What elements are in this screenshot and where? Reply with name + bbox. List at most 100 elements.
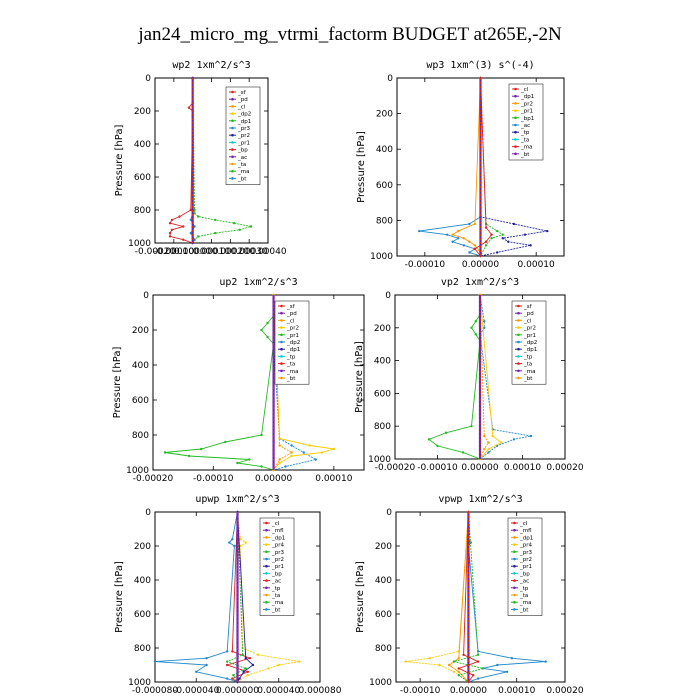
legend-entry: _ta [520, 137, 529, 143]
data-point [239, 544, 242, 548]
legend-entry: _bt [237, 176, 247, 182]
data-point [438, 663, 441, 667]
y-tick-label: 1000 [370, 252, 393, 262]
legend-marker [513, 586, 516, 590]
data-point [189, 218, 192, 222]
y-axis-label: Pressure [hPa] [114, 125, 125, 197]
chart-panel-6: vpwp 1xm^2/s^3 Pressure [hPa] 0 200 400 600 80… [355, 494, 584, 696]
legend-entry: _cl [520, 87, 529, 93]
data-point [476, 660, 480, 663]
panel-title: upwp 1xm^2/s^3 [195, 494, 279, 505]
x-tick-label: -0.000080 [132, 686, 178, 696]
legend: _cl_dp1_pr2 _pr1_bp1_ac_tp_ta _ma_bt [508, 83, 544, 161]
data-point [238, 228, 241, 231]
y-tick-label: 600 [374, 389, 391, 399]
x-tick-label: 0.000000 [216, 686, 259, 696]
legend-entry: _sf [286, 304, 296, 310]
series-line-ta [237, 511, 254, 683]
legend-marker [513, 593, 516, 597]
chart-panel-3: up2 1xm^2/s^3 Pressure [hPa] 0 200 400 600 800… [112, 277, 365, 484]
series-line-ta [480, 78, 548, 257]
data-point [487, 451, 490, 454]
data-point [170, 228, 174, 231]
data-point [404, 660, 407, 663]
data-point [251, 663, 255, 667]
legend-marker [514, 138, 517, 141]
data-point [205, 663, 208, 667]
legend-marker [513, 572, 516, 575]
legend-marker [280, 347, 283, 351]
legend-entry: _ta [237, 162, 246, 168]
y-tick-label: 200 [375, 542, 392, 552]
data-point [231, 650, 234, 653]
legend-marker [513, 528, 516, 532]
x-tick-label: -0.00020 [375, 463, 416, 473]
legend-entry: _tp [523, 354, 533, 360]
data-point [457, 237, 460, 240]
legend-entry: _pr3 [237, 126, 251, 132]
legend-marker [265, 572, 268, 575]
legend-marker [517, 333, 520, 337]
x-tick-label: 0.00010 [315, 474, 352, 484]
data-point [246, 670, 250, 673]
legend-marker [280, 319, 283, 322]
legend-marker [514, 152, 517, 156]
data-point [483, 447, 486, 451]
legend: _sf_pd_cl _pr2_pr1_dp2_dp1_tp _ta_ma_bt [274, 300, 310, 385]
legend-marker [265, 543, 268, 546]
y-tick-label: 200 [134, 542, 151, 552]
y-tick-label: 800 [132, 431, 149, 441]
y-tick-label: 400 [134, 576, 151, 586]
y-axis-label: Pressure [hPa] [354, 341, 365, 413]
legend-entry: _sf [237, 90, 247, 96]
legend-entry: _dp1 [286, 347, 300, 353]
legend-marker [517, 326, 520, 329]
x-tick-label: 0.00000 [462, 260, 499, 270]
plot-frame [395, 511, 566, 683]
panel-title: vpwp 1xm^2/s^3 [438, 494, 522, 505]
y-tick-label: 0 [385, 291, 391, 301]
legend-marker [231, 133, 234, 137]
legend-marker [265, 550, 268, 554]
legend-marker [280, 340, 283, 344]
y-axis-label: Pressure [hPa] [114, 561, 125, 633]
y-tick-label: 1000 [128, 239, 151, 249]
y-tick-label: 400 [132, 361, 149, 371]
data-point [314, 458, 317, 461]
data-point [260, 328, 263, 332]
data-point [182, 238, 185, 241]
data-point [232, 674, 235, 677]
data-point [205, 657, 208, 660]
data-point [544, 660, 547, 663]
legend-entry: _tp [520, 130, 530, 136]
data-point [474, 320, 477, 323]
chart-panel-2: wp3 1xm^(3) s^(-4) Pressure [hPa] 0 200 400 6… [356, 60, 565, 270]
legend-entry: _pr4 [271, 543, 285, 549]
legend-entry: _pd [286, 311, 297, 317]
data-point [473, 222, 477, 226]
data-point [452, 660, 456, 663]
x-tick-label: 0.00020 [546, 463, 583, 473]
x-tick-label: 0.00030 [231, 247, 268, 257]
data-point [214, 218, 217, 222]
legend-entry: _dp1 [271, 535, 285, 541]
y-tick-label: 400 [134, 140, 151, 150]
data-point [278, 444, 281, 447]
legend-marker [265, 557, 268, 561]
data-point [225, 650, 229, 653]
legend-entry: _bt [271, 607, 281, 613]
legend-entry: _pr1 [523, 333, 536, 339]
data-point [178, 215, 181, 218]
legend-entry: _pr2 [523, 326, 536, 332]
legend-entry: _dp2 [523, 340, 537, 346]
data-point [187, 454, 191, 458]
legend-marker [231, 105, 234, 108]
legend-marker [280, 326, 283, 329]
legend-marker [265, 586, 268, 590]
legend-marker [280, 376, 283, 380]
data-point [470, 425, 473, 428]
legend-entry: _pr4 [519, 543, 533, 549]
data-point [462, 244, 465, 247]
y-tick-label: 0 [386, 508, 392, 518]
legend-entry: _tp [271, 586, 281, 592]
